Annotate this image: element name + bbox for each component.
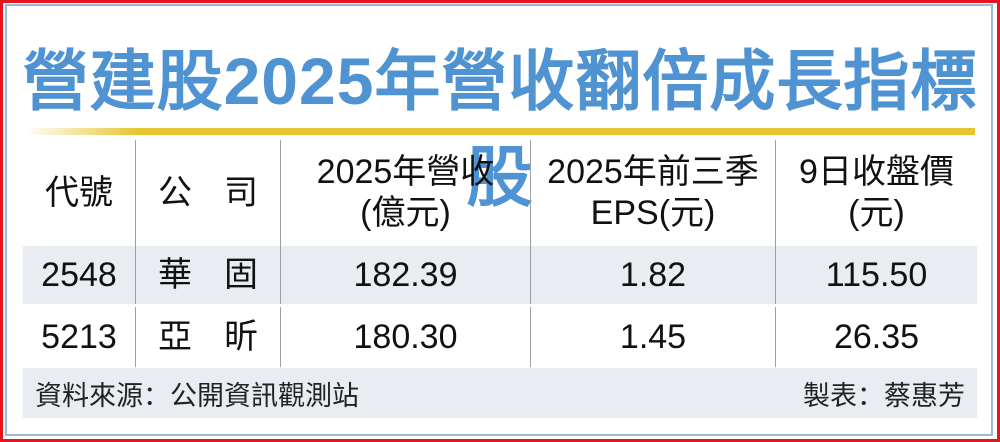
cell-eps: 1.45 — [530, 307, 775, 367]
header-code: 代號 — [45, 173, 113, 212]
cell-code: 2548 — [41, 255, 117, 294]
title-rule — [25, 128, 975, 135]
source-note: 資料來源：公開資訊觀測站 — [35, 380, 359, 411]
page-title: 營建股2025年營收翻倍成長指標股 — [22, 44, 978, 214]
cell-revenue: 182.39 — [280, 246, 530, 304]
header-price-l2: (元) — [848, 194, 905, 232]
header-revenue: 2025年營收 (億元) — [280, 140, 530, 246]
maker-note: 製表：蔡惠芳 — [803, 380, 965, 411]
header-price-l1: 9日收盤價 — [799, 153, 954, 192]
cell-price: 26.35 — [775, 307, 977, 367]
cell-eps: 1.82 — [530, 246, 775, 304]
company-char: 固 — [224, 255, 258, 294]
company-char: 華 — [158, 255, 192, 294]
cell-revenue: 180.30 — [280, 307, 530, 367]
header-company-2: 司 — [224, 173, 258, 212]
header-revenue-l1: 2025年營收 — [316, 153, 495, 192]
header-eps-l2: EPS(元) — [590, 194, 716, 232]
header-row: 代號 公司 2025年營收 (億元) 2025年前三季 EPS(元) 9日收盤價 (元… — [23, 140, 977, 246]
data-table: 代號 公司 2025年營收 (億元) 2025年前三季 EPS(元) 9日收盤價 (元… — [23, 140, 977, 367]
inner-border — [5, 4, 993, 436]
company-char: 亞 — [158, 317, 192, 356]
header-eps: 2025年前三季 EPS(元) — [530, 140, 775, 246]
table-row: 2548 華固 182.39 1.82 115.50 — [23, 246, 977, 304]
company-char: 昕 — [224, 317, 258, 356]
header-company: 公司 — [135, 140, 280, 246]
header-revenue-l2: (億元) — [360, 194, 451, 232]
table-row: 5213 亞昕 180.30 1.45 26.35 — [23, 307, 977, 367]
header-company-1: 公 — [158, 173, 192, 212]
header-price: 9日收盤價 (元) — [775, 140, 977, 246]
cell-company: 亞昕 — [135, 307, 280, 367]
footer: 資料來源：公開資訊觀測站 製表：蔡惠芳 — [23, 368, 977, 418]
cell-code: 5213 — [41, 317, 117, 356]
cell-price: 115.50 — [775, 246, 977, 304]
header-eps-l1: 2025年前三季 — [547, 153, 759, 192]
cell-company: 華固 — [135, 246, 280, 304]
